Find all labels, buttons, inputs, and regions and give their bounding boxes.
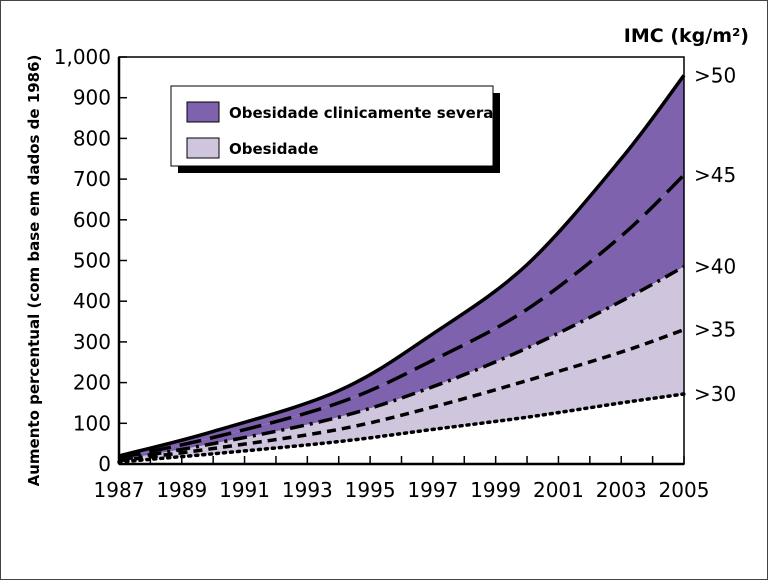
x-tick-label: 1989 bbox=[156, 478, 207, 502]
y-tick-label: 700 bbox=[73, 167, 111, 191]
series-label-gt45: >45 bbox=[694, 163, 736, 187]
x-tick-label: 2003 bbox=[596, 478, 647, 502]
legend-label: Obesidade clinicamente severa bbox=[229, 104, 493, 122]
x-tick-label: 1999 bbox=[470, 478, 521, 502]
legend-swatch bbox=[186, 101, 220, 123]
y-tick-label: 1,000 bbox=[54, 45, 111, 69]
band-fill-gt30-to-gt35 bbox=[119, 329, 684, 462]
y-tick-label: 400 bbox=[73, 289, 111, 313]
legend-box bbox=[170, 85, 494, 167]
x-tick-label: 2005 bbox=[659, 478, 710, 502]
axes bbox=[117, 56, 685, 466]
band-fill-gt45-to-gt50 bbox=[119, 75, 684, 458]
x-tick-label: 1987 bbox=[94, 478, 145, 502]
y-tick-label: 600 bbox=[73, 208, 111, 232]
legend: Obesidade clinicamente severa Obesidade bbox=[170, 85, 500, 173]
band-fill-gt35-to-gt40 bbox=[119, 266, 684, 461]
y-tick-label: 900 bbox=[73, 86, 111, 110]
legend-swatch bbox=[186, 137, 220, 159]
y-tick-label: 300 bbox=[73, 330, 111, 354]
series-label-gt30: >30 bbox=[694, 382, 736, 406]
right-axis-title: IMC (kg/m²) bbox=[624, 25, 749, 47]
x-tick-label: 1995 bbox=[345, 478, 396, 502]
series-label-gt35: >35 bbox=[694, 318, 736, 342]
x-tick-label: 1993 bbox=[282, 478, 333, 502]
x-tick-label: 2001 bbox=[533, 478, 584, 502]
y-tick-label: 500 bbox=[73, 249, 111, 273]
series-line-gt45 bbox=[118, 173, 686, 460]
series-lines bbox=[117, 74, 686, 464]
series-line-gt30 bbox=[117, 392, 686, 464]
series-label-gt50: >50 bbox=[694, 63, 736, 87]
band-fills bbox=[119, 75, 684, 462]
legend-label: Obesidade bbox=[229, 140, 319, 158]
x-tick-label: 1997 bbox=[407, 478, 458, 502]
series-label-gt40: >40 bbox=[694, 255, 736, 279]
series-line-gt50 bbox=[118, 74, 686, 458]
y-axis-title: Aumento percentual (com base em dados de… bbox=[25, 55, 43, 487]
y-tick-label: 200 bbox=[73, 371, 111, 395]
y-tick-label: 0 bbox=[98, 452, 111, 476]
series-line-gt35 bbox=[118, 328, 685, 463]
y-tick-label: 800 bbox=[73, 126, 111, 150]
series-line-gt40 bbox=[118, 265, 685, 462]
y-tick-label: 100 bbox=[73, 411, 111, 435]
x-tick-label: 1991 bbox=[219, 478, 270, 502]
band-fill-gt40-to-gt45 bbox=[119, 175, 684, 460]
axis-labels: 1987 1989 1991 1993 1995 1997 1999 2001 2003 2005… bbox=[25, 25, 749, 502]
